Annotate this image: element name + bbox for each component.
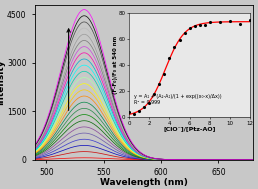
Text: y = A₁ + (A₂-A₁)/(1 + exp((x₀-x)/Δx))
R² = 0.999: y = A₁ + (A₂-A₁)/(1 + exp((x₀-x)/Δx)) R²… [134, 94, 221, 105]
X-axis label: Wavelength (nm): Wavelength (nm) [100, 178, 188, 187]
Y-axis label: Intensity: Intensity [0, 59, 6, 105]
X-axis label: [ClO⁻]/[Ptz-AO]: [ClO⁻]/[Ptz-AO] [163, 126, 216, 131]
Y-axis label: (F-F₀)/F₀ at 540 nm: (F-F₀)/F₀ at 540 nm [113, 36, 118, 94]
